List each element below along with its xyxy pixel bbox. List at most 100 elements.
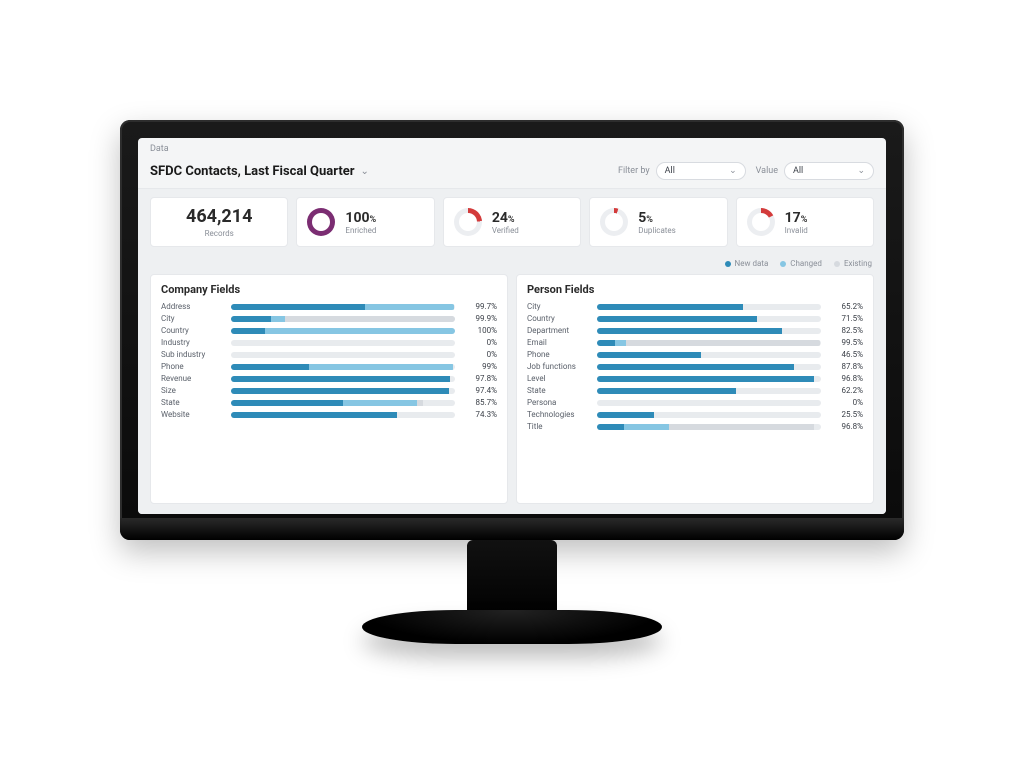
- bar-segment-changed: [365, 304, 454, 310]
- chevron-down-icon: ⌄: [361, 166, 369, 177]
- filter-by-group: Filter by All ⌄: [618, 162, 746, 180]
- person-row-value: 62.2%: [829, 386, 863, 395]
- bar-segment-new: [597, 364, 794, 370]
- bar-segment-new: [597, 424, 624, 430]
- company-row: State85.7%: [161, 398, 497, 407]
- bar-segment-new: [597, 328, 782, 334]
- dataset-selector[interactable]: SFDC Contacts, Last Fiscal Quarter ⌄: [150, 164, 369, 179]
- person-row: Country71.5%: [527, 314, 863, 323]
- kpi-records: 464,214 Records: [150, 197, 288, 247]
- company-row-bar: [231, 328, 455, 334]
- panels: Company Fields Address99.7%City99.9%Coun…: [138, 268, 886, 514]
- person-row: Job functions 87.8%: [527, 362, 863, 371]
- breadcrumb: Data: [138, 138, 886, 158]
- monitor-frame: Data SFDC Contacts, Last Fiscal Quarter …: [120, 120, 904, 540]
- filter-by-select[interactable]: All ⌄: [656, 162, 746, 180]
- person-row-value: 71.5%: [829, 314, 863, 323]
- company-row-label: City: [161, 314, 223, 323]
- person-row-bar: [597, 304, 821, 310]
- kpi-invalid-value: 17: [785, 210, 801, 226]
- person-row-value: 65.2%: [829, 302, 863, 311]
- bar-segment-changed: [271, 316, 284, 322]
- company-row-label: Industry: [161, 338, 223, 347]
- company-row: Address99.7%: [161, 302, 497, 311]
- company-row-bar: [231, 304, 455, 310]
- kpi-invalid-label: Invalid: [785, 226, 808, 235]
- person-row-bar: [597, 376, 821, 382]
- donut-verified: [454, 208, 482, 236]
- bar-segment-changed: [624, 424, 669, 430]
- value-value: All: [793, 166, 803, 176]
- kpi-verified-value: 24: [492, 210, 508, 226]
- bar-segment-changed: [265, 328, 455, 334]
- page-title: SFDC Contacts, Last Fiscal Quarter: [150, 164, 355, 179]
- company-row: City99.9%: [161, 314, 497, 323]
- person-row: Level96.8%: [527, 374, 863, 383]
- company-row-value: 99.7%: [463, 302, 497, 311]
- person-row-bar: [597, 412, 821, 418]
- topbar: SFDC Contacts, Last Fiscal Quarter ⌄ Fil…: [138, 158, 886, 189]
- person-row-label: Department: [527, 326, 589, 335]
- value-select[interactable]: All ⌄: [784, 162, 874, 180]
- company-row-label: Phone: [161, 362, 223, 371]
- person-row-value: 99.5%: [829, 338, 863, 347]
- company-row-bar: [231, 388, 455, 394]
- monitor-stand-base: [362, 610, 662, 644]
- person-row: Email 99.5%: [527, 338, 863, 347]
- legend-existing: Existing: [834, 259, 872, 268]
- kpi-records-label: Records: [186, 229, 252, 238]
- person-row: Technologies25.5%: [527, 410, 863, 419]
- bar-segment-new: [597, 340, 615, 346]
- person-row: Phone 46.5%: [527, 350, 863, 359]
- person-row-label: Job functions: [527, 362, 589, 371]
- kpi-enriched-value: 100: [345, 210, 369, 226]
- panel-company-fields: Company Fields Address99.7%City99.9%Coun…: [150, 274, 508, 504]
- company-row-label: Revenue: [161, 374, 223, 383]
- person-row-label: Title: [527, 422, 589, 431]
- company-row-label: State: [161, 398, 223, 407]
- monitor-screen: Data SFDC Contacts, Last Fiscal Quarter …: [138, 138, 886, 514]
- bar-segment-new: [231, 364, 309, 370]
- bar-segment-new: [597, 316, 757, 322]
- person-row-bar: [597, 400, 821, 406]
- person-row-label: Technologies: [527, 410, 589, 419]
- company-row-bar: [231, 340, 455, 346]
- bar-segment-new: [597, 412, 654, 418]
- donut-invalid: [747, 208, 775, 236]
- bar-segment-new: [231, 412, 397, 418]
- person-row-value: 87.8%: [829, 362, 863, 371]
- kpi-invalid: 17% Invalid: [736, 197, 874, 247]
- company-row-value: 100%: [463, 326, 497, 335]
- company-row-bar: [231, 316, 455, 322]
- person-row-label: Persona: [527, 398, 589, 407]
- bar-segment-new: [231, 304, 365, 310]
- company-row-value: 0%: [463, 338, 497, 347]
- person-row-value: 46.5%: [829, 350, 863, 359]
- donut-duplicates: [600, 208, 628, 236]
- kpi-enriched: 100% Enriched: [296, 197, 434, 247]
- company-row-bar: [231, 352, 455, 358]
- dashboard-app: Data SFDC Contacts, Last Fiscal Quarter …: [138, 138, 886, 514]
- company-row: Industry 0%: [161, 338, 497, 347]
- person-row: Persona0%: [527, 398, 863, 407]
- bar-segment-new: [597, 388, 736, 394]
- kpi-duplicates-unit: %: [646, 215, 653, 225]
- chevron-down-icon: ⌄: [729, 166, 737, 176]
- person-row-label: State: [527, 386, 589, 395]
- kpi-invalid-unit: %: [801, 215, 808, 225]
- person-row-bar: [597, 316, 821, 322]
- person-row-bar: [597, 328, 821, 334]
- kpi-enriched-unit: %: [370, 215, 377, 225]
- panel-person-title: Person Fields: [527, 283, 863, 296]
- company-row: Website74.3%: [161, 410, 497, 419]
- person-row-label: Phone: [527, 350, 589, 359]
- value-group: Value All ⌄: [756, 162, 874, 180]
- person-row-label: Email: [527, 338, 589, 347]
- person-row: State 62.2%: [527, 386, 863, 395]
- bar-segment-new: [231, 388, 449, 394]
- company-row-label: Size: [161, 386, 223, 395]
- company-row-value: 97.4%: [463, 386, 497, 395]
- person-row: Title96.8%: [527, 422, 863, 431]
- person-row-bar: [597, 364, 821, 370]
- company-row: Size 97.4%: [161, 386, 497, 395]
